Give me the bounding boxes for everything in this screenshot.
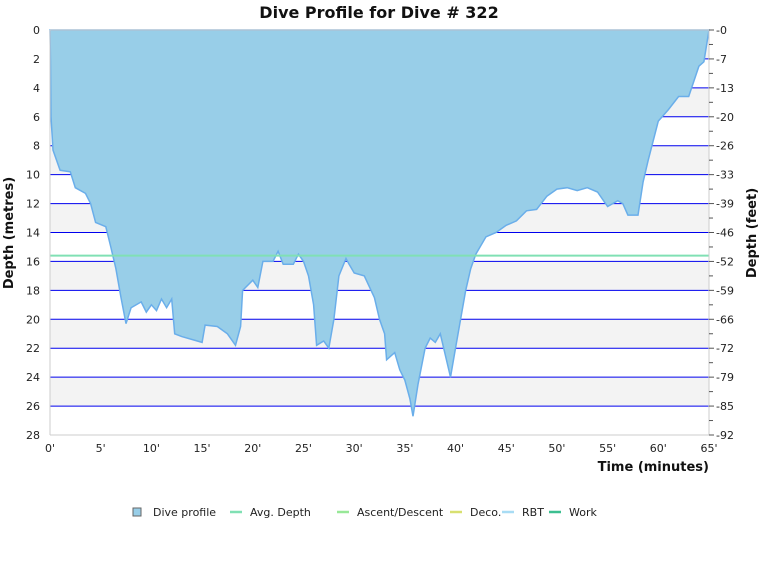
y-tick-label: 22: [26, 342, 40, 355]
x-tick-label: 45': [498, 442, 515, 455]
y-right-tick-label: -46: [716, 227, 734, 240]
x-tick-label: 20': [244, 442, 261, 455]
y-right-tick-label: -85: [716, 400, 734, 413]
x-tick-label: 50': [548, 442, 565, 455]
x-tick-label: 10': [143, 442, 160, 455]
y-right-tick-label: -33: [716, 169, 734, 182]
y-right-tick-label: -79: [716, 371, 734, 384]
y-right-tick-label: -72: [716, 342, 734, 355]
legend: Dive profile Avg. Depth Ascent/Descent Deco…: [132, 506, 597, 519]
y-right-tick-label: -59: [716, 284, 734, 297]
x-tick-label: 40': [447, 442, 464, 455]
x-tick-label: 60': [650, 442, 667, 455]
y-tick-label: 28: [26, 429, 40, 442]
y-tick-label: 10: [26, 169, 40, 182]
legend-label: RBT: [522, 506, 544, 519]
x-tick-label: 30': [346, 442, 363, 455]
x-tick-label: 0': [45, 442, 55, 455]
legend-label: Deco.: [470, 506, 501, 519]
y-right-tick-label: -26: [716, 140, 734, 153]
x-tick-label: 55': [599, 442, 616, 455]
y-tick-label: 24: [26, 371, 40, 384]
y-tick-label: 26: [26, 400, 40, 413]
legend-label: Avg. Depth: [250, 506, 311, 519]
legend-swatch-square: [132, 507, 142, 517]
legend-label: Ascent/Descent: [357, 506, 444, 519]
y-right-tick-label: -66: [716, 313, 734, 326]
y-tick-label: 12: [26, 198, 40, 211]
dive-profile-area: [49, 29, 710, 417]
y-right-tick-label: -0: [716, 24, 727, 37]
grid-band: [50, 377, 709, 407]
x-tick-label: 15': [194, 442, 211, 455]
grid-band: [50, 319, 709, 349]
x-tick-label: 65': [700, 442, 717, 455]
y-tick-label: 8: [33, 140, 40, 153]
y-tick-label: 6: [33, 111, 40, 124]
y-right-tick-label: -52: [716, 255, 734, 268]
y-tick-label: 20: [26, 313, 40, 326]
y-right-tick-label: -92: [716, 429, 734, 442]
x-tick-label: 5': [96, 442, 106, 455]
y-axis-label: Depth (metres): [2, 177, 17, 289]
y-axis-right-label: Depth (feet): [745, 188, 760, 278]
legend-label: Dive profile: [153, 506, 216, 519]
y-right-tick-label: -39: [716, 198, 734, 211]
y-right-tick-label: -7: [716, 53, 727, 66]
y-right-tick-label: -13: [716, 82, 734, 95]
x-tick-label: 35': [396, 442, 413, 455]
y-tick-label: 2: [33, 53, 40, 66]
y-tick-label: 0: [33, 24, 40, 37]
y-tick-label: 16: [26, 255, 40, 268]
y-right-tick-label: -20: [716, 111, 734, 124]
y-tick-label: 14: [26, 227, 40, 240]
legend-label: Work: [569, 506, 597, 519]
x-axis-label: Time (minutes): [598, 460, 709, 475]
chart-title: Dive Profile for Dive # 322: [259, 3, 498, 22]
y-tick-label: 18: [26, 284, 40, 297]
x-tick-label: 25': [295, 442, 312, 455]
y-tick-label: 4: [33, 82, 40, 95]
